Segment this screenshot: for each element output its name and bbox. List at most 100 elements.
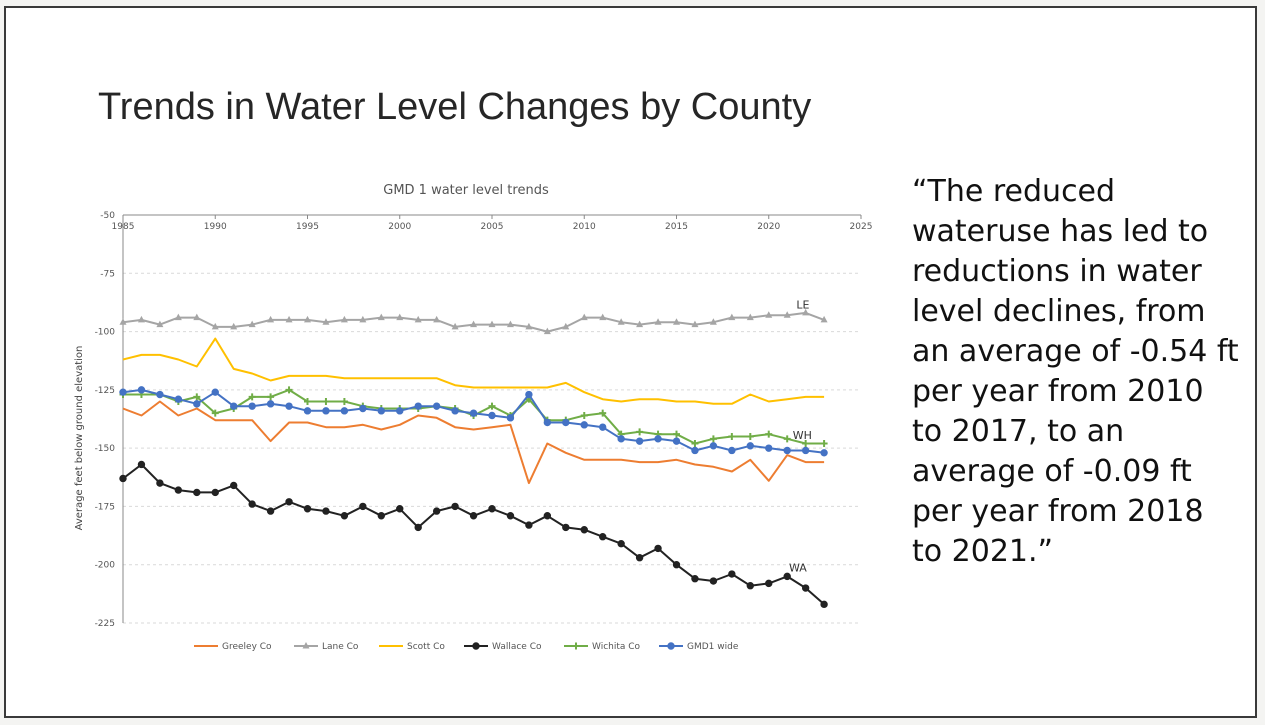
data-point — [636, 320, 644, 328]
series-line — [122, 400, 825, 485]
data-point — [156, 479, 164, 487]
data-point — [728, 432, 736, 440]
data-point — [488, 505, 496, 513]
data-point — [617, 435, 625, 443]
data-point — [506, 414, 515, 422]
data-point — [193, 488, 201, 497]
data-point — [174, 486, 183, 494]
quote-text: “The reduced wateruse has led to reducti… — [912, 174, 1239, 569]
data-point — [377, 313, 385, 321]
data-point — [414, 315, 422, 323]
data-point — [267, 393, 275, 401]
data-point — [377, 512, 385, 520]
data-point — [765, 444, 773, 452]
data-point — [667, 642, 675, 650]
data-point — [451, 502, 459, 511]
data-point — [211, 409, 219, 417]
data-point — [599, 409, 607, 417]
data-point — [802, 308, 810, 316]
data-point — [783, 311, 791, 318]
legend-item: Wichita Co — [564, 642, 641, 652]
series-lane-co — [119, 308, 828, 335]
data-point — [599, 533, 607, 541]
data-point — [248, 320, 256, 328]
data-point — [572, 642, 580, 650]
data-point — [580, 313, 588, 321]
data-point — [470, 320, 478, 328]
chart-container: GMD 1 water level trends -50 -75 -100 -125-… — [66, 168, 886, 668]
data-point — [230, 481, 238, 490]
y-axis-label: Average feet below ground elevation — [74, 346, 85, 531]
data-point — [820, 439, 828, 447]
data-point — [709, 577, 718, 585]
data-point — [174, 313, 182, 321]
data-point — [266, 400, 275, 408]
data-point — [617, 318, 625, 325]
x-tick-label: 2000 — [388, 222, 411, 232]
x-tick-label: 2025 — [850, 222, 873, 232]
data-point — [193, 313, 201, 321]
series-lines — [119, 308, 828, 609]
legend-item: Wallace Co — [464, 642, 542, 652]
x-tick-label: 2005 — [481, 222, 504, 232]
data-point — [248, 500, 256, 508]
data-point — [472, 642, 480, 650]
data-point — [285, 402, 293, 410]
data-point — [322, 407, 330, 415]
y-tick-label: -175 — [95, 502, 115, 512]
data-point — [193, 400, 201, 408]
data-point — [322, 507, 330, 515]
series-line — [122, 388, 825, 454]
series-line — [122, 337, 825, 405]
y-tick-label: -125 — [95, 386, 115, 396]
data-point — [285, 386, 293, 394]
data-point — [599, 313, 607, 321]
legend-item: Greeley Co — [194, 642, 272, 652]
data-point — [396, 505, 404, 513]
data-point — [728, 313, 736, 321]
chart-legend: Greeley Co Lane Co Scott Co Wallace Co Wichi… — [194, 642, 739, 652]
data-point — [802, 439, 810, 447]
data-point — [580, 526, 588, 534]
data-point — [285, 498, 293, 506]
series-annotations: LE WH WA — [789, 298, 812, 574]
y-tick-label: -200 — [95, 561, 116, 571]
data-point — [285, 315, 293, 323]
data-point — [636, 428, 644, 436]
legend-label: Lane Co — [322, 642, 359, 652]
data-point — [469, 512, 478, 520]
data-point — [654, 435, 662, 443]
data-point — [783, 446, 791, 455]
data-point — [691, 575, 699, 583]
data-point — [119, 388, 127, 396]
x-tick-label: 2020 — [757, 222, 780, 232]
data-point — [137, 460, 146, 469]
y-tick-label: -75 — [100, 269, 115, 279]
data-point — [248, 393, 256, 401]
data-point — [525, 390, 533, 399]
data-point — [580, 421, 588, 429]
data-point — [746, 581, 754, 590]
series-line — [122, 463, 825, 606]
data-point — [691, 320, 699, 328]
data-point — [488, 402, 496, 410]
data-point — [746, 432, 754, 440]
data-point — [302, 642, 310, 649]
data-point — [340, 407, 349, 415]
data-point — [525, 322, 533, 330]
data-point — [248, 402, 256, 410]
data-point — [451, 407, 459, 415]
data-point — [691, 439, 699, 447]
data-point — [359, 404, 367, 413]
data-point — [543, 512, 552, 520]
data-point — [174, 395, 183, 403]
data-point — [617, 540, 625, 548]
data-point — [432, 402, 441, 410]
legend-label: Wallace Co — [492, 642, 542, 652]
series-greeley-co — [122, 400, 825, 485]
data-point — [820, 600, 828, 609]
legend-label: Greeley Co — [222, 642, 272, 652]
y-tick-label: -100 — [95, 328, 116, 338]
x-tick-label: 2010 — [573, 222, 596, 232]
data-point — [506, 320, 514, 328]
